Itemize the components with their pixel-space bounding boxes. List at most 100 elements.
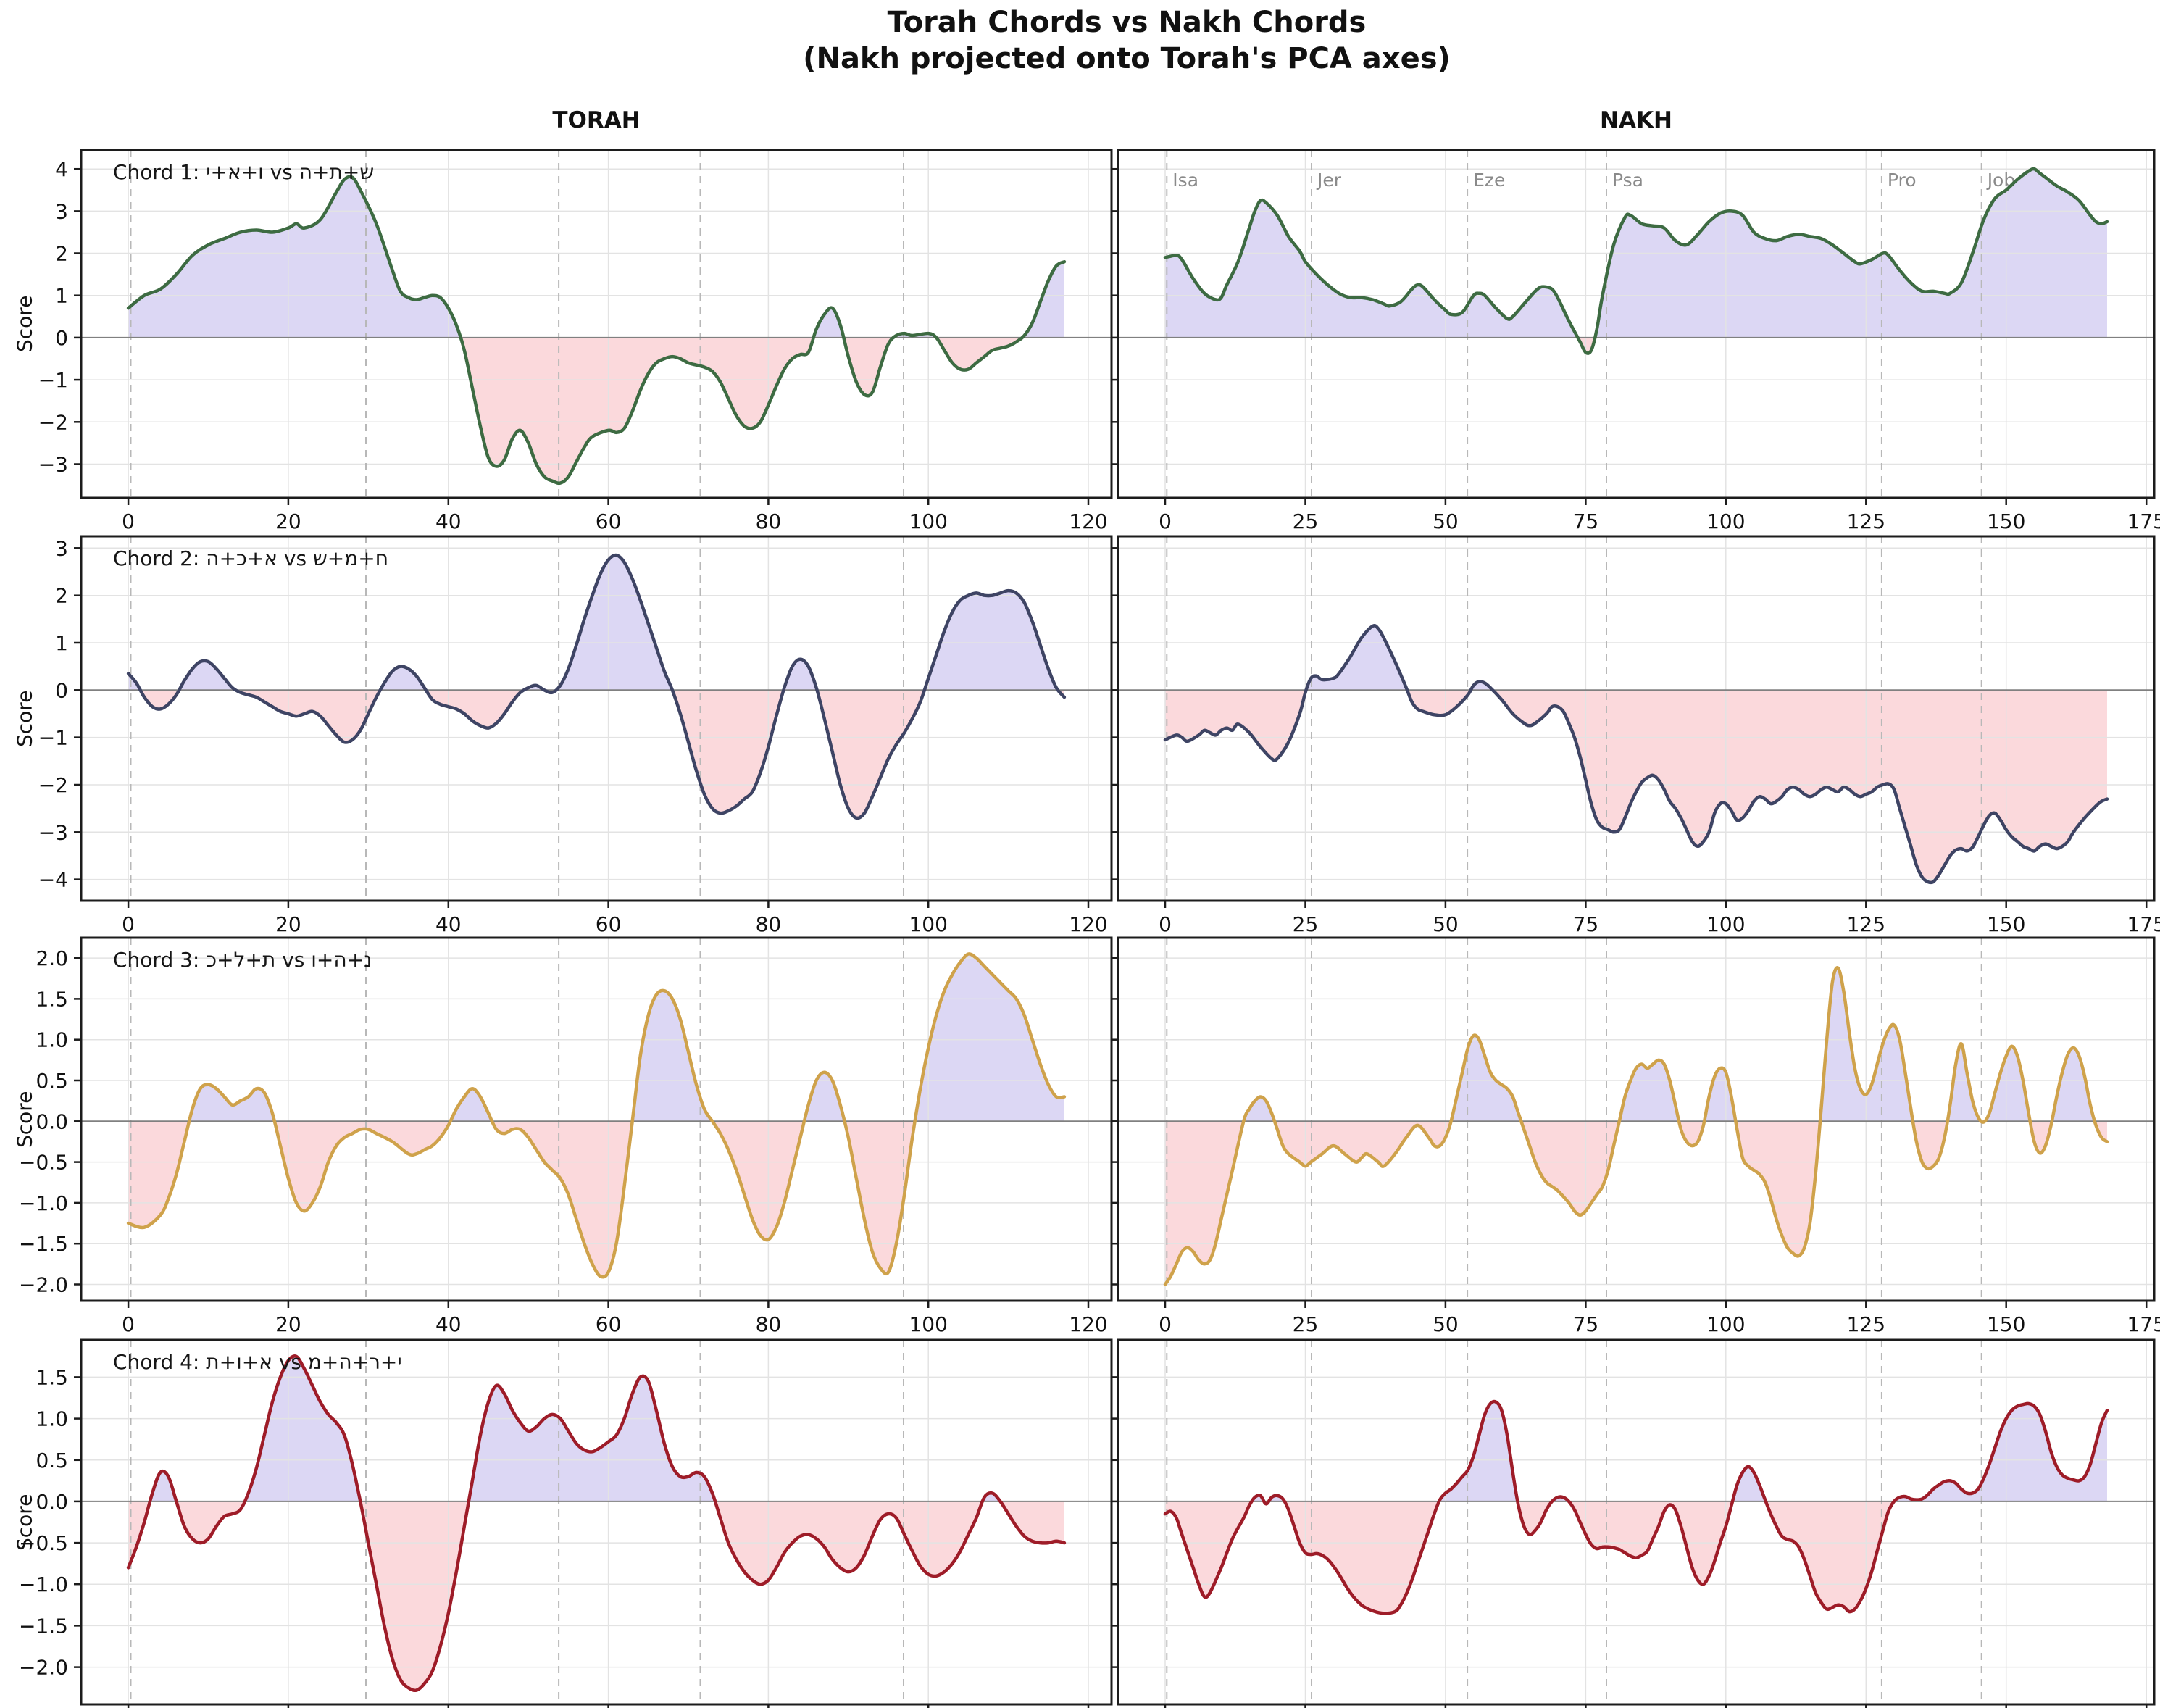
series-line xyxy=(1163,167,2109,355)
x-tick-label: 50 xyxy=(1433,1312,1459,1336)
y-axis-title-row2: Score xyxy=(12,690,37,747)
x-tick-label: 80 xyxy=(756,509,782,533)
area-fill-positive xyxy=(128,555,1064,691)
series-line xyxy=(1163,1399,2109,1615)
x-tick-label: 125 xyxy=(1847,912,1885,936)
x-tick-label: 100 xyxy=(909,1312,947,1336)
y-tick-label: 1.0 xyxy=(36,1407,68,1431)
y-tick-label: −1.5 xyxy=(19,1614,68,1638)
series-line xyxy=(1163,966,2109,1286)
plot-canvas-torah-chord1: 0 20 40 60 80 100 120 −3 −2 −1 0 1 2 3 4 xyxy=(38,149,1113,533)
y-tick-label: 0 xyxy=(55,326,68,350)
chord4-label: Chord 4: ת+ו+א vs מ+ה+ר+י xyxy=(113,1350,402,1374)
area-fill-negative xyxy=(128,337,1064,483)
y-tick-label: −1.5 xyxy=(19,1232,68,1256)
book-label: Psa xyxy=(1612,170,1643,191)
y-tick-label: 0.0 xyxy=(36,1109,68,1133)
x-tick-label: 0 xyxy=(1159,1312,1172,1336)
x-tick-label: 0 xyxy=(122,1312,135,1336)
y-tick-label: 0.5 xyxy=(36,1069,68,1093)
y-tick-label: 1.5 xyxy=(36,1365,68,1389)
x-tick-label: 80 xyxy=(756,912,782,936)
y-tick-label: 2.0 xyxy=(36,946,68,970)
y-tick-label: 1.0 xyxy=(36,1028,68,1052)
x-tick-label: 20 xyxy=(275,912,301,936)
x-tick-label: 40 xyxy=(435,1312,462,1336)
series-line xyxy=(1163,624,2109,885)
area-fill-positive xyxy=(1165,625,2107,691)
y-tick-label: 3 xyxy=(55,199,68,223)
chord3-label: Chord 3: כ+ל+ת vs ו+ה+נ xyxy=(113,948,372,972)
y-tick-label: −3 xyxy=(38,453,68,477)
book-label: Pro xyxy=(1888,170,1917,191)
chart-panel-nakh-chord3: 0 25 50 75 100 125 150 175 xyxy=(1111,936,2160,1336)
x-tick-label: 100 xyxy=(909,509,947,533)
y-tick-label: −1.0 xyxy=(19,1572,68,1596)
x-tick-label: 25 xyxy=(1293,912,1319,936)
y-tick-label: 0.0 xyxy=(36,1490,68,1514)
x-tick-label: 75 xyxy=(1573,509,1599,533)
x-tick-label: 25 xyxy=(1293,1312,1319,1336)
y-tick-label: −2.0 xyxy=(19,1656,68,1680)
axes-spines xyxy=(80,1338,1113,1706)
x-tick-label: 50 xyxy=(1433,912,1459,936)
axes-spines xyxy=(80,149,1113,499)
chart-panel-torah-chord4: 020406080100120−2.0−1.5−1.0−0.50.00.51.0… xyxy=(19,1338,1113,1708)
area-fill-negative xyxy=(1165,690,2107,883)
series-line xyxy=(126,175,1067,486)
x-tick-label: 100 xyxy=(1706,1312,1745,1336)
x-tick-label: 0 xyxy=(1159,509,1172,533)
book-label: Isa xyxy=(1172,170,1198,191)
chord2-label: Chord 2: ה+כ+א vs ש+מ+ח xyxy=(113,546,389,570)
figure-title-line1: Torah Chords vs Nakh Chords xyxy=(887,6,1367,39)
x-tick-label: 0 xyxy=(1159,912,1172,936)
x-tick-label: 175 xyxy=(2127,1312,2160,1336)
plot-canvas-torah-chord4: 020406080100120−2.0−1.5−1.0−0.50.00.51.0… xyxy=(19,1338,1113,1708)
series-line xyxy=(126,952,1067,1279)
y-tick-label: −3 xyxy=(38,820,68,844)
x-tick-label: 100 xyxy=(1706,509,1745,533)
y-tick-label: 0 xyxy=(55,678,68,702)
chart-panel-nakh-chord2: 0 25 50 75 100 125 150 175 xyxy=(1111,535,2160,936)
chart-panel-torah-chord2: 0 20 40 60 80 100 120 −4 −3 −2 −1 0 1 2 3 Chord 2: ה+כ… xyxy=(38,535,1113,936)
area-fill-negative xyxy=(140,690,1064,818)
x-tick-label: 20 xyxy=(275,509,301,533)
chord1-label: Chord 1: י+א+ו vs ה+ת+ש xyxy=(113,160,375,184)
column-title-nakh: NAKH xyxy=(1600,107,1672,133)
series-line xyxy=(126,1354,1067,1693)
x-tick-label: 100 xyxy=(909,912,947,936)
y-tick-label: 2 xyxy=(55,242,68,266)
y-tick-label: −2.0 xyxy=(19,1273,68,1297)
column-title-torah: TORAH xyxy=(552,107,641,133)
y-axis-title-row4: Score xyxy=(12,1494,37,1551)
y-tick-label: −1 xyxy=(38,368,68,392)
chart-panel-torah-chord3: 0 20 40 60 80 100 120 −2.0 −1.5 −1.0 −0.5 0.0 0.5 1.0… xyxy=(19,936,1113,1336)
area-fill-positive xyxy=(1251,1401,2107,1501)
axes-spines xyxy=(1117,535,2156,902)
x-tick-label: 75 xyxy=(1573,912,1599,936)
y-tick-label: −1.0 xyxy=(19,1191,68,1215)
x-tick-label: 150 xyxy=(1987,1312,2025,1336)
chart-panel-nakh-chord1: Isa Jer Eze Psa Pro Job 0 25 50 75 100 125 150 175 xyxy=(1111,149,2160,533)
y-tick-label: −2 xyxy=(38,773,68,797)
x-tick-label: 40 xyxy=(435,912,462,936)
x-tick-label: 60 xyxy=(596,912,622,936)
y-tick-label: 1 xyxy=(55,631,68,655)
x-tick-label: 50 xyxy=(1433,509,1459,533)
plot-canvas-nakh-chord3: 0 25 50 75 100 125 150 175 xyxy=(1111,936,2160,1336)
area-fill-negative xyxy=(128,1121,915,1278)
x-tick-label: 125 xyxy=(1847,1312,1885,1336)
plot-canvas-nakh-chord2: 0 25 50 75 100 125 150 175 xyxy=(1111,535,2160,936)
x-tick-label: 60 xyxy=(596,509,622,533)
axes-spines xyxy=(80,936,1113,1302)
x-tick-label: 175 xyxy=(2127,509,2160,533)
axes-spines xyxy=(1117,149,2156,499)
y-tick-label: 0.5 xyxy=(36,1449,68,1472)
series-line xyxy=(126,553,1067,820)
x-tick-label: 175 xyxy=(2127,912,2160,936)
y-tick-label: −2 xyxy=(38,410,68,434)
y-tick-label: 1 xyxy=(55,284,68,308)
y-tick-label: 3 xyxy=(55,536,68,560)
